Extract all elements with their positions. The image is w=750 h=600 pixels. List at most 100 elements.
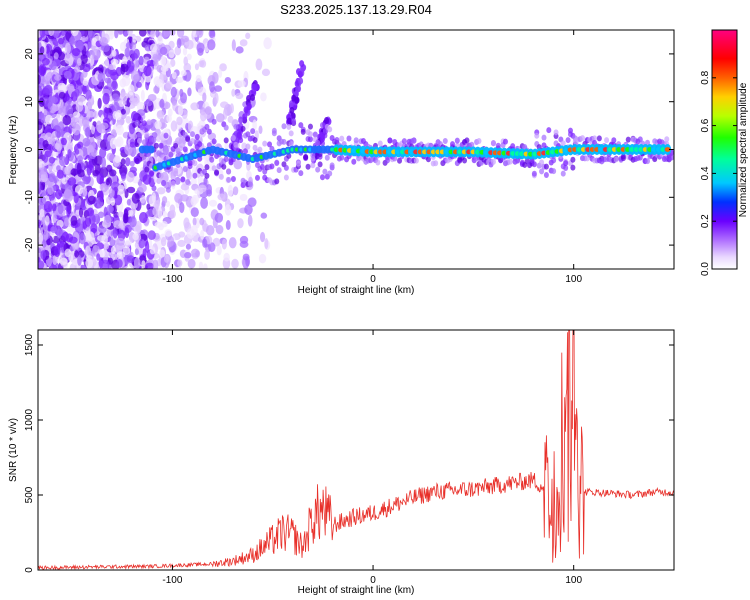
heatmap-noise-cell: [67, 177, 77, 186]
heatmap-noise-cell: [180, 70, 187, 77]
heatmap-noise-cell: [200, 111, 207, 122]
heatmap-halo-cell: [502, 138, 508, 145]
heatmap-noise-cell: [72, 123, 81, 136]
heatmap-halo-cell: [158, 142, 164, 149]
heatmap-halo-cell: [637, 136, 643, 143]
heatmap-noise-cell: [136, 101, 145, 112]
heatmap-noise-cell: [180, 194, 189, 202]
colorbar-label: Normalized spectral amplitude: [738, 82, 749, 217]
heatmap-noise-cell: [82, 137, 91, 147]
heatmap-noise-cell: [115, 259, 123, 268]
heatmap-noise-cell: [185, 243, 192, 250]
heatmap-noise-cell: [40, 112, 45, 124]
heatmap-noise-cell: [129, 216, 137, 228]
heatmap-noise-cell: [146, 59, 156, 67]
heatmap-noise-cell: [214, 85, 223, 92]
heatmap-noise-cell: [245, 256, 250, 267]
heatmap-noise-cell: [134, 58, 139, 68]
heatmap-noise-cell: [132, 232, 139, 241]
heatmap-noise-cell: [114, 155, 121, 164]
heatmap-noise-cell: [225, 220, 231, 231]
heatmap-streak-cell: [243, 106, 249, 114]
heatmap-halo-cell: [295, 160, 301, 167]
heatmap-streak-cell: [324, 116, 330, 124]
heatmap-noise-cell: [235, 92, 244, 100]
heatmap-noise-cell: [169, 204, 176, 214]
heatmap-halo-cell: [230, 176, 236, 183]
heatmap-halo-cell: [144, 131, 150, 138]
heatmap-halo-cell: [315, 139, 321, 146]
heatmap-noise-cell: [64, 248, 72, 258]
heatmap-halo-cell: [204, 172, 210, 179]
heatmap-noise-cell: [78, 232, 86, 245]
heatmap-noise-cell: [50, 105, 57, 114]
heatmap-halo-cell: [153, 142, 159, 149]
heatmap-noise-cell: [215, 113, 225, 123]
heatmap-noise-cell: [38, 97, 45, 108]
heatmap-noise-cell: [171, 71, 177, 80]
heatmap-halo-cell: [238, 137, 244, 144]
heatmap-halo-cell: [240, 125, 246, 132]
heatmap-noise-cell: [180, 92, 187, 104]
heatmap-noise-cell: [170, 86, 178, 98]
heatmap-noise-cell: [96, 253, 101, 261]
heatmap-noise-cell: [113, 220, 123, 229]
heatmap-halo-cell: [259, 163, 265, 170]
heatmap-halo-cell: [329, 162, 335, 169]
heatmap-noise-cell: [97, 72, 106, 83]
heatmap-noise-cell: [134, 247, 139, 256]
heatmap-halo-cell: [173, 170, 179, 177]
heatmap-xtick-label: -100: [162, 274, 182, 285]
heatmap-noise-cell: [199, 217, 205, 226]
heatmap-halo-cell: [375, 159, 381, 166]
heatmap-halo-cell: [144, 166, 150, 173]
heatmap-halo-cell: [339, 135, 345, 142]
heatmap-noise-cell: [53, 117, 59, 125]
heatmap-noise-cell: [207, 39, 216, 51]
heatmap-noise-cell: [191, 194, 199, 204]
heatmap-halo-cell: [223, 156, 229, 163]
heatmap-halo-cell: [543, 163, 549, 170]
heatmap-halo-cell: [546, 127, 552, 134]
heatmap-noise-cell: [41, 57, 50, 66]
heatmap-noise-cell: [103, 214, 112, 226]
heatmap-noise-cell: [60, 137, 67, 146]
heatmap-halo-cell: [580, 135, 586, 142]
heatmap-halo-cell: [401, 138, 407, 145]
heatmap-halo-cell: [170, 180, 176, 187]
heatmap-noise-cell: [51, 203, 57, 212]
heatmap-noise-cell: [231, 88, 236, 97]
heatmap-streak-cell: [295, 85, 301, 93]
heatmap-noise-cell: [38, 145, 42, 157]
heatmap-noise-cell: [103, 242, 109, 250]
heatmap-noise-cell: [100, 122, 109, 130]
heatmap-noise-cell: [244, 204, 253, 215]
heatmap-noise-cell: [130, 70, 140, 83]
heatmap-halo-cell: [327, 170, 333, 177]
heatmap-noise-cell: [196, 42, 205, 53]
heatmap-noise-cell: [239, 193, 248, 202]
heatmap-halo-cell: [469, 141, 475, 148]
heatmap-noise-cell: [116, 251, 126, 259]
heatmap-noise-cell: [110, 58, 119, 66]
heatmap-noise-cell: [227, 115, 234, 124]
snr-y-label: SNR (10 * v/v): [8, 418, 19, 482]
heatmap-streak-cell: [297, 70, 303, 78]
heatmap-noise-cell: [161, 196, 168, 204]
heatmap-xtick-label: 100: [565, 274, 582, 285]
heatmap-noise-cell: [138, 55, 144, 66]
heatmap-noise-cell: [63, 70, 72, 80]
heatmap-noise-cell: [87, 98, 93, 110]
heatmap-noise-cell: [66, 226, 75, 233]
heatmap-streak-cell: [289, 106, 295, 114]
colorbar-tick-label: 0.2: [700, 214, 711, 228]
heatmap-halo-cell: [565, 137, 571, 144]
heatmap-noise-cell: [150, 43, 158, 53]
heatmap-noise-cell: [223, 252, 230, 262]
heatmap-noise-cell: [80, 54, 88, 65]
heatmap-noise-cell: [63, 189, 73, 200]
heatmap-noise-cell: [160, 55, 167, 67]
heatmap-halo-cell: [134, 157, 140, 164]
